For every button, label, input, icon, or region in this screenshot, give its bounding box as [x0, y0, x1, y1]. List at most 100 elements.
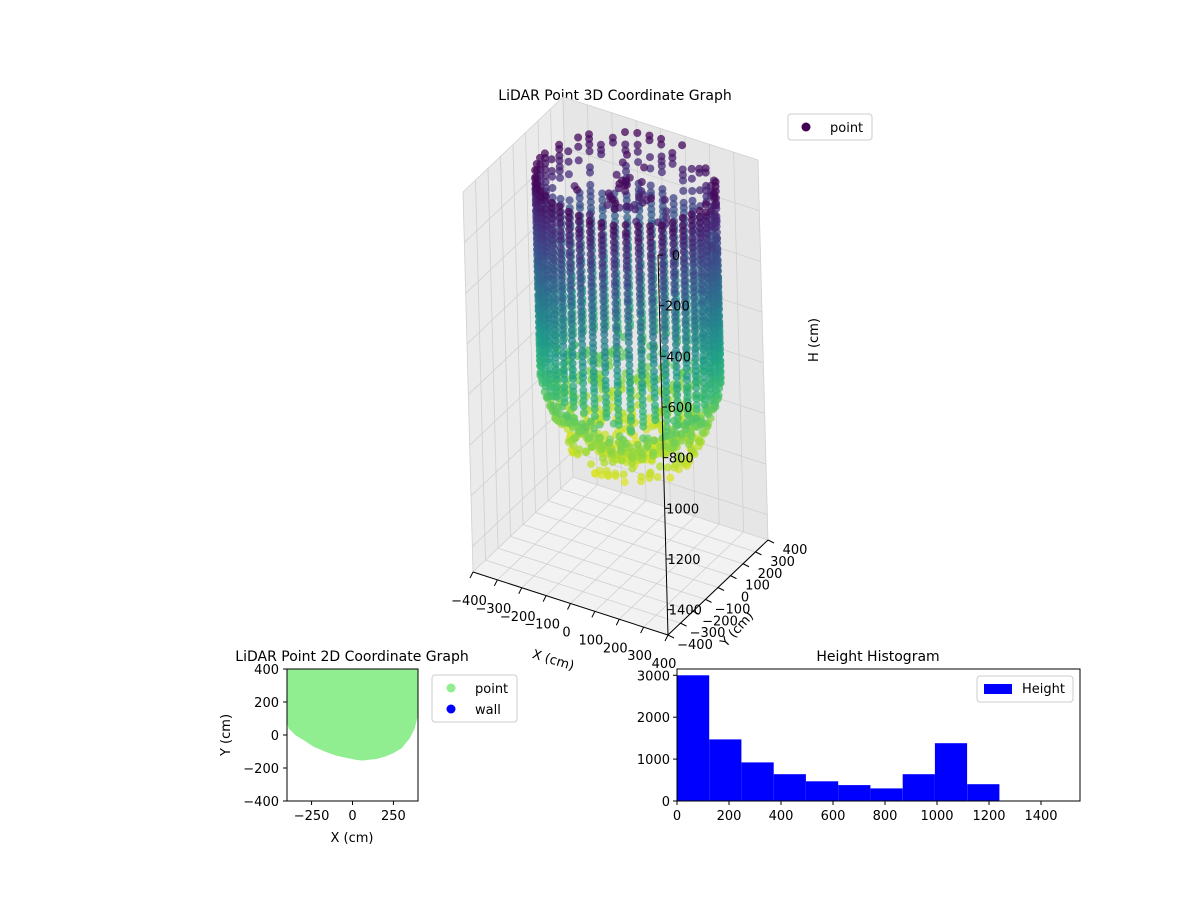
3d-data-point	[565, 196, 574, 205]
3d-data-point	[627, 426, 636, 435]
3d-data-point	[610, 271, 619, 280]
3d-x-tick-label: 0	[562, 626, 570, 641]
3d-data-point	[556, 219, 564, 228]
3d-data-point	[638, 450, 647, 459]
3d-data-point	[613, 389, 622, 398]
3d-data-point	[548, 184, 557, 192]
3d-data-point	[660, 332, 669, 340]
3d-data-point	[672, 429, 681, 438]
3d-data-point	[599, 303, 608, 312]
3d-data-point	[666, 473, 675, 482]
histogram-x-tick-label: 600	[821, 809, 846, 824]
3d-data-point	[579, 379, 588, 388]
3d-z-tick-label: 200	[665, 300, 690, 315]
3d-data-point	[541, 191, 550, 200]
3d-data-point	[705, 329, 714, 338]
3d-data-point	[646, 233, 655, 241]
3d-data-point	[637, 346, 646, 354]
3d-data-point	[699, 344, 708, 353]
3d-data-point	[568, 342, 577, 351]
2d-scatter-chart: LiDAR Point 2D Coordinate Graph −250 0 250…	[219, 649, 518, 846]
3d-data-point	[610, 204, 619, 213]
3d-data-point	[600, 336, 609, 345]
3d-data-point	[701, 164, 710, 173]
3d-data-point	[653, 473, 662, 481]
3d-data-point	[649, 448, 658, 457]
2d-x-tick-label: 0	[348, 809, 356, 824]
3d-data-point	[574, 211, 583, 220]
3d-data-point	[669, 194, 678, 203]
3d-data-point	[586, 180, 595, 189]
3d-data-point	[612, 322, 621, 331]
3d-chart-title: LiDAR Point 3D Coordinate Graph	[498, 88, 731, 104]
3d-data-point	[635, 290, 644, 299]
3d-data-point	[598, 212, 607, 221]
3d-data-point	[578, 346, 587, 355]
3d-data-point	[648, 316, 657, 325]
3d-data-point	[590, 424, 599, 433]
3d-x-axis-label: X (cm)	[530, 647, 576, 674]
3d-data-point	[556, 173, 564, 182]
2d-y-tick-label: −400	[243, 795, 279, 810]
3d-data-point	[706, 380, 715, 389]
3d-data-point	[643, 441, 652, 449]
3d-y-tick-label: 100	[745, 579, 770, 594]
3d-data-point	[556, 194, 565, 203]
3d-data-point	[616, 444, 625, 453]
3d-z-tick-labels: 0 200 400 600 800 1000 1200 1400	[665, 249, 702, 619]
3d-data-point	[688, 196, 697, 205]
histogram-bars	[677, 675, 1000, 801]
3d-data-point	[656, 462, 665, 471]
3d-data-point	[550, 305, 559, 314]
3d-data-point	[646, 188, 655, 197]
3d-data-point	[688, 254, 697, 263]
3d-gridline-y	[547, 500, 744, 565]
3d-data-point	[702, 224, 711, 233]
3d-data-point	[678, 141, 687, 150]
3d-data-point	[698, 323, 707, 332]
3d-data-point	[602, 466, 611, 475]
3d-data-point	[696, 250, 705, 259]
3d-y-tick-label: −200	[702, 614, 738, 629]
histogram-x-tick-label: 800	[873, 809, 898, 824]
3d-data-point	[575, 225, 584, 234]
3d-data-point	[590, 394, 599, 403]
histogram-y-tick-label: 3000	[637, 669, 670, 684]
3d-data-point	[661, 441, 670, 450]
3d-data-point	[578, 340, 587, 349]
3d-data-point	[669, 246, 678, 255]
3d-data-point	[647, 277, 656, 286]
3d-data-point	[610, 243, 619, 252]
3d-data-point	[624, 338, 633, 347]
3d-data-point	[586, 233, 595, 242]
3d-data-point	[623, 150, 631, 159]
2d-legend-marker-wall	[446, 704, 456, 714]
3d-data-point	[574, 142, 583, 151]
3d-data-point	[599, 453, 607, 462]
3d-z-tick-label: 1200	[667, 553, 700, 568]
3d-data-point	[692, 400, 701, 409]
3d-data-point	[549, 265, 558, 274]
3d-x-tick-mark	[664, 634, 669, 642]
3d-data-point	[662, 207, 671, 216]
3d-data-point	[651, 411, 660, 420]
3d-data-point	[574, 427, 583, 436]
3d-data-point	[650, 401, 659, 410]
3d-data-point	[688, 234, 697, 243]
3d-data-point	[564, 170, 573, 179]
3d-data-point	[585, 130, 593, 139]
3d-data-point	[564, 213, 573, 222]
3d-data-point	[690, 312, 699, 321]
3d-data-point	[671, 329, 680, 338]
3d-x-tick-mark	[542, 595, 547, 602]
3d-data-point	[623, 295, 632, 304]
3d-data-point	[614, 411, 623, 420]
3d-data-point	[613, 378, 622, 386]
3d-data-point	[688, 187, 697, 195]
3d-data-point	[620, 478, 629, 487]
3d-data-point	[681, 316, 690, 325]
3d-data-point	[648, 322, 657, 331]
3d-data-point	[551, 336, 560, 345]
3d-z-tick-label: 0	[672, 249, 680, 264]
histogram-bar	[838, 785, 871, 801]
